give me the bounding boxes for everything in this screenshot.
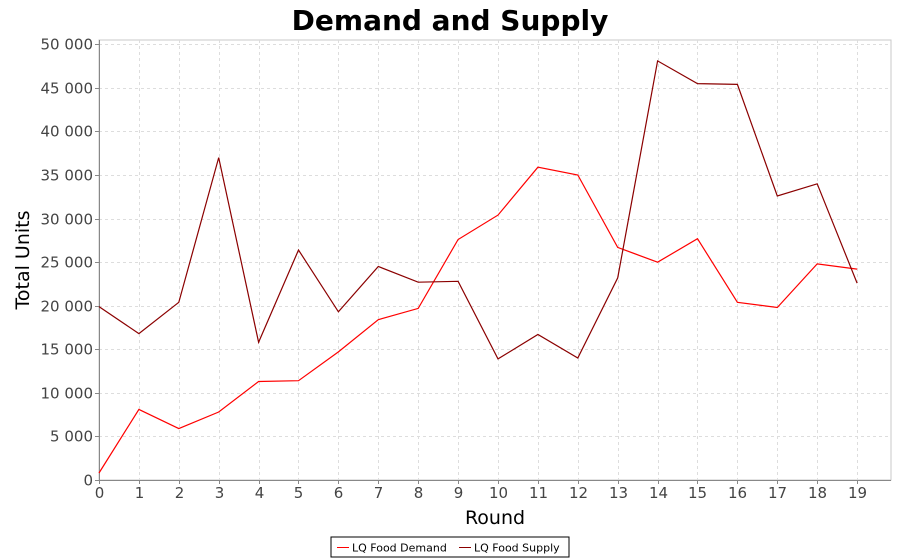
- y-tick-label: 5 000: [50, 428, 93, 446]
- y-axis-label: Total Units: [12, 211, 34, 311]
- y-tick-label: 25 000: [41, 254, 94, 272]
- x-tick-label: 4: [255, 484, 265, 502]
- grid-lines: [99, 40, 891, 480]
- y-tick-label: 35 000: [41, 167, 94, 185]
- x-tick-label: 19: [848, 484, 867, 502]
- x-tick-label: 10: [489, 484, 508, 502]
- y-tick-label: 20 000: [41, 298, 94, 316]
- y-tick-label: 30 000: [41, 211, 94, 229]
- axes: [95, 40, 891, 484]
- x-axis-label: Round: [465, 507, 525, 529]
- x-tick-label: 2: [175, 484, 185, 502]
- legend-box: [330, 536, 570, 558]
- x-tick-label: 16: [728, 484, 747, 502]
- legend: LQ Food Demand LQ Food Supply: [330, 536, 570, 558]
- x-tick-label: 18: [808, 484, 827, 502]
- y-tick-label: 10 000: [41, 385, 94, 403]
- x-tick-label: 1: [135, 484, 145, 502]
- x-tick-label: 9: [454, 484, 464, 502]
- x-tick-label: 13: [609, 484, 628, 502]
- x-tick-label: 15: [688, 484, 707, 502]
- y-tick-label: 40 000: [41, 123, 94, 141]
- x-tick-label: 14: [649, 484, 668, 502]
- x-tick-label: 17: [768, 484, 787, 502]
- x-tick-label: 8: [414, 484, 424, 502]
- series-line-supply: [98, 59, 858, 360]
- x-tick-label: 6: [334, 484, 344, 502]
- x-tick-label: 11: [529, 484, 548, 502]
- plot-area: [98, 39, 892, 481]
- x-tick-label: 7: [374, 484, 384, 502]
- x-tick-label: 5: [294, 484, 304, 502]
- y-tick-label: 50 000: [41, 36, 94, 54]
- series-lines: [98, 59, 858, 474]
- y-tick-label: 45 000: [41, 80, 94, 98]
- legend-label-supply: LQ Food Supply: [474, 542, 560, 555]
- x-tick-label: 12: [569, 484, 588, 502]
- x-tick-label: 0: [95, 484, 105, 502]
- chart-title: Demand and Supply: [292, 4, 609, 37]
- series-line-demand: [98, 166, 858, 474]
- y-tick-label: 15 000: [41, 341, 94, 359]
- x-tick-label: 3: [215, 484, 225, 502]
- y-tick-label: 0: [83, 472, 93, 490]
- legend-label-demand: LQ Food Demand: [352, 542, 447, 555]
